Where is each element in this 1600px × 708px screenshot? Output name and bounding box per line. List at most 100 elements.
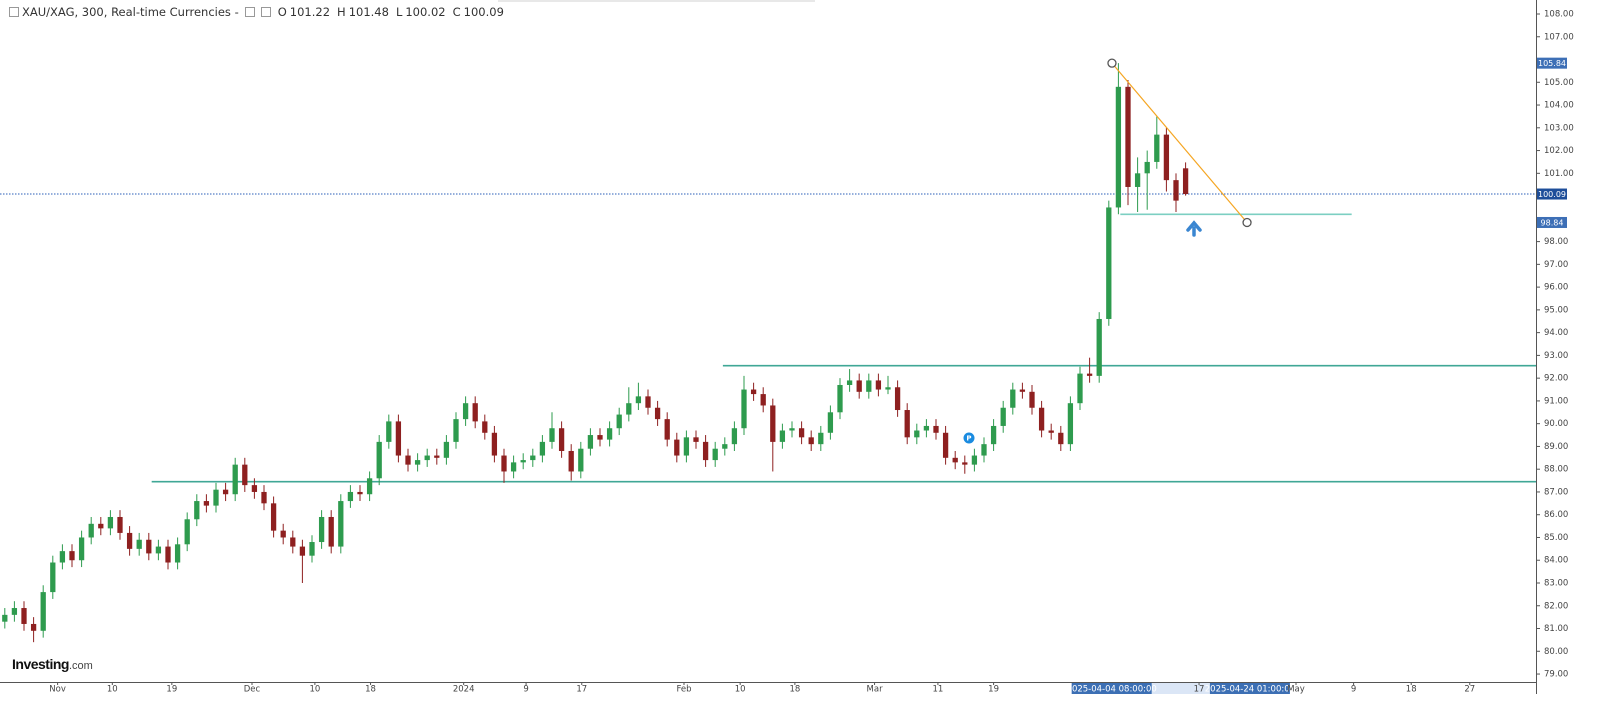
- candle-body: [98, 523, 104, 529]
- y-tick-label: 97.00: [1544, 260, 1568, 270]
- y-tick-label: 105.00: [1544, 78, 1574, 88]
- candle-body: [674, 439, 680, 456]
- candle-body: [885, 387, 891, 390]
- candle-body: [971, 455, 978, 465]
- candle-body: [587, 435, 594, 449]
- candle-body: [539, 441, 546, 456]
- candle-body: [21, 608, 27, 624]
- candle-body: [78, 537, 85, 561]
- x-tick-label: 10: [309, 685, 320, 695]
- x-tick-label: 2025-04-04 08:00:00: [1067, 685, 1157, 695]
- high-label: H: [337, 5, 346, 19]
- candle-body: [1163, 134, 1170, 181]
- y-tick-label: 79.00: [1544, 670, 1568, 680]
- candle-body: [856, 380, 862, 392]
- candle-body: [683, 437, 690, 456]
- candle-body: [424, 455, 430, 461]
- logo-suffix: .com: [68, 660, 93, 672]
- candle-body: [875, 380, 882, 390]
- candle-body: [501, 455, 507, 472]
- candle-body: [990, 425, 997, 445]
- candle-body: [472, 403, 478, 422]
- candle-body: [846, 380, 853, 385]
- candle-body: [962, 462, 968, 465]
- close-icon[interactable]: [260, 7, 271, 17]
- y-tick-label: 83.00: [1544, 578, 1568, 588]
- x-range-highlight: [1111, 683, 1250, 694]
- collapse-icon[interactable]: [9, 7, 19, 17]
- y-tick-label: 86.00: [1544, 510, 1568, 520]
- x-tick-label: 19: [166, 685, 177, 695]
- candle-body: [558, 428, 565, 451]
- y-tick-label: 87.00: [1544, 487, 1568, 497]
- candle-body: [942, 432, 949, 458]
- low-value: 100.02: [405, 5, 446, 19]
- candle-body: [328, 516, 334, 547]
- arrow-icon: [1186, 220, 1202, 237]
- candle-body: [2, 614, 8, 622]
- candle-body: [645, 396, 651, 408]
- y-tick-label: 104.00: [1544, 101, 1574, 111]
- candle-body: [1096, 318, 1102, 376]
- price-badge: [1537, 57, 1567, 69]
- candle-body: [126, 532, 133, 549]
- candle-body: [578, 448, 584, 472]
- candle-body: [453, 419, 459, 442]
- close-label: C: [452, 5, 461, 19]
- marker[interactable]: [963, 432, 975, 444]
- candle-body: [510, 462, 517, 472]
- candle-body: [117, 516, 123, 533]
- price-badge-label: 98.84: [1541, 218, 1564, 227]
- candle-body: [443, 441, 450, 458]
- open-value: 101.22: [289, 5, 331, 19]
- candle-body: [626, 403, 632, 415]
- candle-body: [462, 403, 469, 420]
- candle-body: [702, 441, 709, 461]
- candle-body: [1125, 86, 1131, 187]
- candle-body: [1106, 207, 1112, 319]
- candle-body: [299, 546, 306, 556]
- candle-body: [107, 516, 114, 529]
- candle-body: [952, 457, 958, 463]
- candle-body: [568, 450, 574, 472]
- candle-body: [789, 428, 795, 431]
- candle-body: [232, 464, 238, 495]
- x-tick-label: 2024: [453, 685, 475, 695]
- candle-body: [904, 410, 910, 438]
- x-tick-label: 10: [107, 685, 118, 695]
- candle-body: [11, 608, 18, 615]
- candle-body: [693, 437, 699, 442]
- candle-body: [136, 539, 142, 549]
- y-tick-label: 96.00: [1544, 283, 1568, 293]
- symbol-title: XAU/XAG, 300, Real-time Currencies -: [22, 5, 239, 19]
- candle-body: [261, 491, 267, 504]
- y-tick-label: 102.00: [1544, 146, 1574, 156]
- x-tick-badge: [1071, 683, 1152, 694]
- candle-body: [347, 491, 354, 502]
- candle-body: [760, 394, 766, 406]
- candle-body: [1019, 389, 1026, 392]
- candle-body: [1038, 407, 1045, 431]
- y-tick-label: 107.00: [1544, 32, 1574, 42]
- y-tick-label: 108.00: [1544, 9, 1574, 19]
- candle-body: [69, 551, 75, 561]
- close-value: 100.09: [463, 5, 504, 19]
- high-value: 101.48: [348, 5, 389, 19]
- candle-body: [357, 491, 363, 495]
- candle-body: [203, 501, 210, 506]
- candle-body: [386, 421, 392, 442]
- candle-body: [1029, 391, 1035, 408]
- candle-body: [338, 501, 344, 547]
- candle-body: [366, 478, 373, 495]
- price-badge-label: 105.84: [1538, 59, 1566, 68]
- x-tick-label: 17: [576, 685, 587, 695]
- candle-body: [146, 539, 152, 554]
- candle-body: [808, 437, 814, 445]
- candle-body: [981, 444, 987, 456]
- trendline: [1111, 62, 1248, 223]
- candle-body: [664, 419, 670, 440]
- y-tick-label: 84.00: [1544, 556, 1568, 566]
- settings-icon[interactable]: [244, 7, 255, 17]
- candle-body: [1067, 403, 1074, 445]
- candle-body: [1115, 86, 1122, 208]
